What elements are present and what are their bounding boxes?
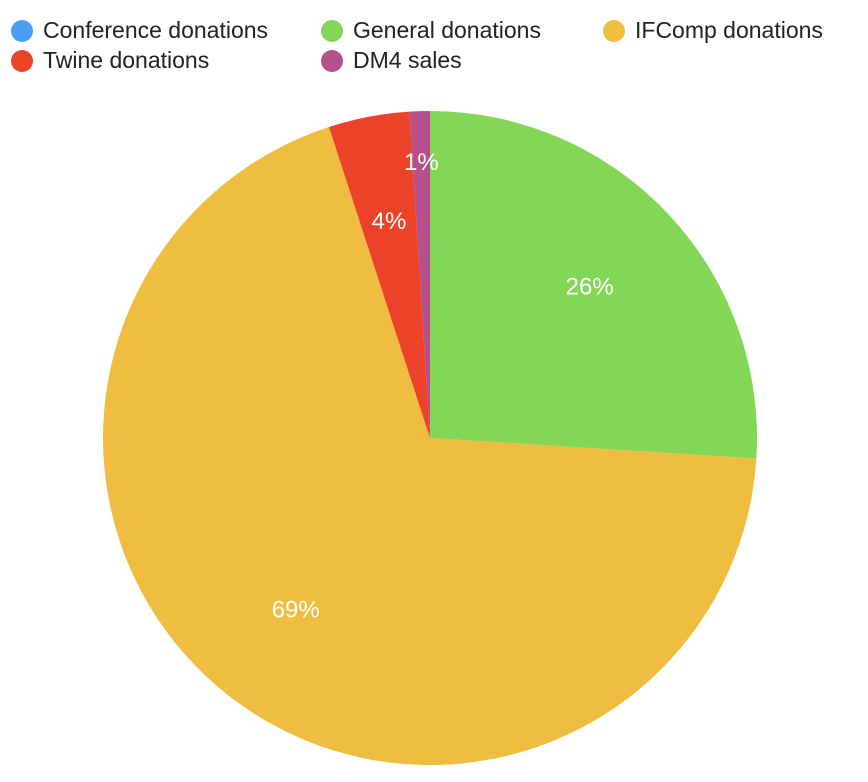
legend-marker: [321, 50, 343, 72]
pie-slice: [102, 127, 757, 765]
data-label: 26%: [566, 273, 614, 300]
legend-label: Twine donations: [43, 47, 209, 73]
data-label: 69%: [272, 596, 320, 623]
pie-slice: [409, 111, 430, 438]
legend-marker: [11, 20, 33, 42]
legend-label: Conference donations: [43, 17, 268, 43]
data-label: 1%: [404, 149, 439, 176]
legend-marker: [321, 20, 343, 42]
legend-marker: [11, 50, 33, 72]
pie-slice: [328, 111, 430, 438]
legend-marker: [603, 20, 625, 42]
legend-label: IFComp donations: [635, 17, 823, 43]
pie-slice: [430, 111, 757, 459]
legend-label: General donations: [353, 17, 541, 43]
legend-label: DM4 sales: [353, 47, 462, 73]
data-label: 4%: [372, 208, 407, 235]
